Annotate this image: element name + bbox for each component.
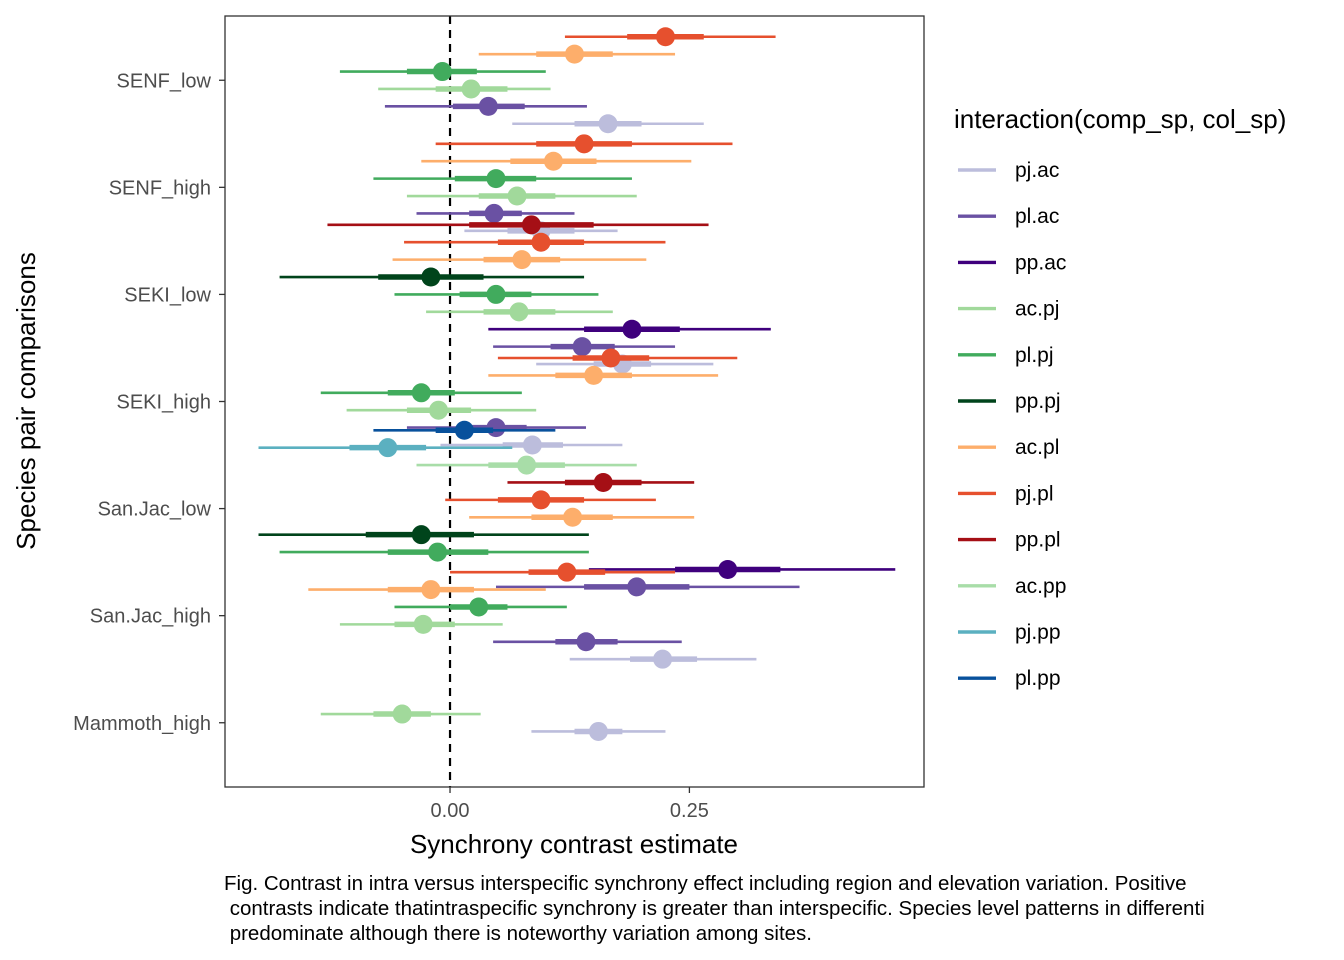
y-tick-label-senf-low: SENF_low [117,70,212,92]
interval-san-jac-low-pl-pp-point [454,420,474,440]
x-tick-label-1: 0.25 [670,800,709,822]
legend-label-ac-pl: ac.pl [1015,436,1059,459]
interval-senf-low-ac-pj-point [461,79,481,99]
interval-seki-high-ac-pl-point [584,365,604,385]
y-tick-label-mammoth-high: Mammoth_high [73,713,211,735]
interval-san-jac-low-pl-ac-point [627,577,647,597]
legend-title: interaction(comp_sp, col_sp) [954,104,1286,134]
y-tick-label-san-jac-low: San.Jac_low [98,499,212,521]
interval-san-jac-high-pj-ac-point [653,649,673,669]
interval-seki-low-ac-pl-point [512,250,532,270]
chart: SENF_low SENF_high SEKI_low SEKI_high San.Ja… [11,15,1286,859]
interval-san-jac-high-ac-pj-point [413,614,433,634]
legend-label-pp-pl: pp.pl [1015,529,1061,552]
interval-senf-low-pj-pl-point [655,27,675,47]
plot-panel [224,15,925,788]
legend-label-pl-pj: pl.pj [1015,344,1054,367]
interval-seki-low-pp-pj-point [421,267,441,287]
legend-label-pl-ac: pl.ac [1015,205,1059,228]
legend-label-pj-pp: pj.pp [1015,621,1061,644]
interval-senf-low-pl-ac-point [478,96,498,116]
interval-san-jac-low-pp-pj-point [411,525,431,545]
y-tick-label-seki-low: SEKI_low [124,284,211,306]
caption-line-3: predominate although there is noteworthy… [224,922,813,945]
interval-san-jac-high-ac-pl-point [421,580,441,600]
interval-mammoth-high-pj-ac-point [588,721,608,741]
interval-senf-high-pj-pl-point [574,134,594,154]
legend-label-ac-pp: ac.pp [1015,575,1066,598]
interval-seki-low-pp-pl-point [521,215,541,235]
interval-seki-low-pl-ac-point [572,337,592,357]
interval-san-jac-low-pl-pj-point [428,542,448,562]
y-tick-label-senf-high: SENF_high [109,177,211,199]
y-axis-title: Species pair comparisons [11,252,41,550]
interval-seki-low-pj-pl-point [531,232,551,252]
x-tick-label-0: 0.00 [431,800,470,822]
y-tick-label-san-jac-high: San.Jac_high [90,606,211,628]
interval-san-jac-high-pj-pl-point [557,562,577,582]
interval-san-jac-high-pl-ac-point [576,632,596,652]
legend: interaction(comp_sp, col_sp) pj.ac pl.ac p… [954,104,1286,690]
legend-label-pj-pl: pj.pl [1015,482,1054,505]
interval-san-jac-low-pj-pl-point [531,490,551,510]
interval-san-jac-low-pj-pp-point [378,438,398,458]
axes: SENF_low SENF_high SEKI_low SEKI_high San.Ja… [73,70,709,822]
legend-label-ac-pj: ac.pj [1015,298,1059,321]
interval-senf-high-pl-ac-point [484,203,504,223]
interval-senf-high-pl-pj-point [486,169,506,189]
interval-seki-high-pj-pl-point [601,348,621,368]
interval-seki-high-pl-pj-point [411,383,431,403]
interval-seki-high-pj-ac-point [522,435,542,455]
interval-senf-low-ac-pl-point [565,44,584,64]
legend-label-pp-pj: pp.pj [1015,390,1061,413]
interval-seki-low-pp-ac-point [622,319,642,339]
caption-line-1: Fig. Contrast in intra versus interspeci… [224,872,1187,895]
interval-san-jac-low-ac-pl-point [563,507,583,527]
interval-senf-high-ac-pj-point [507,186,527,206]
caption-line-2: contrasts indicate thatintraspecific syn… [224,897,1205,920]
interval-mammoth-high-ac-pj-point [392,704,412,724]
interval-san-jac-high-pl-pj-point [469,597,489,617]
interval-seki-high-ac-pj-point [429,400,449,420]
chart-marks [258,16,896,787]
interval-san-jac-low-ac-pp-point [517,455,537,475]
legend-label-pj-ac: pj.ac [1015,159,1059,182]
interval-san-jac-low-pp-pl-point [593,472,613,492]
interval-san-jac-low-pp-ac-point [718,559,738,579]
legend-label-pl-pp: pl.pp [1015,667,1061,690]
y-tick-label-seki-high: SEKI_high [116,392,211,414]
interval-seki-low-ac-pj-point [509,302,529,322]
legend-label-pp-ac: pp.ac [1015,251,1066,274]
x-axis-title: Synchrony contrast estimate [410,829,738,859]
figure-caption: Fig. Contrast in intra versus interspeci… [224,871,1339,946]
interval-seki-low-pl-pj-point [486,284,506,304]
interval-senf-low-pj-ac-point [598,114,618,134]
interval-senf-low-pl-pj-point [432,62,452,82]
interval-senf-high-ac-pl-point [543,151,563,171]
